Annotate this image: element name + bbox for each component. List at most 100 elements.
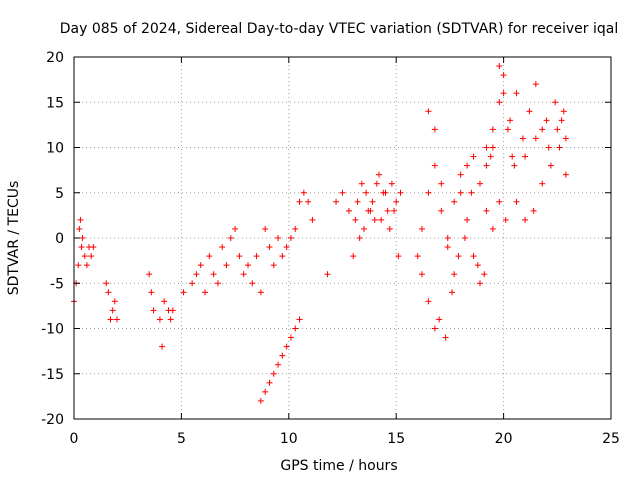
data-point xyxy=(300,189,307,196)
data-point xyxy=(270,370,277,377)
data-point xyxy=(146,271,153,278)
data-point xyxy=(292,325,299,332)
data-point xyxy=(339,189,346,196)
y-tick-label: 10 xyxy=(46,141,64,157)
data-point xyxy=(292,225,299,232)
data-point xyxy=(556,144,563,151)
data-point xyxy=(283,244,290,251)
data-point xyxy=(279,253,286,260)
data-point xyxy=(451,271,458,278)
data-point xyxy=(519,135,526,142)
data-point xyxy=(156,316,163,323)
data-point xyxy=(369,198,376,205)
data-point xyxy=(350,253,357,260)
data-point xyxy=(352,216,359,223)
y-tick-label: 15 xyxy=(46,95,64,111)
data-point xyxy=(109,307,116,314)
data-point xyxy=(431,325,438,332)
data-point xyxy=(554,126,561,133)
data-point xyxy=(507,117,514,124)
data-point xyxy=(496,198,503,205)
data-point xyxy=(560,108,567,115)
data-point xyxy=(461,235,468,241)
data-point xyxy=(365,207,372,214)
data-point xyxy=(345,207,352,214)
data-point xyxy=(502,216,509,223)
data-point xyxy=(103,280,110,287)
data-point xyxy=(240,271,247,278)
data-point xyxy=(257,397,264,404)
data-point xyxy=(500,90,507,97)
data-point xyxy=(539,126,546,133)
data-point xyxy=(547,162,554,169)
data-point xyxy=(78,244,85,251)
data-point xyxy=(438,180,445,187)
data-point xyxy=(470,153,477,160)
data-point xyxy=(287,235,294,241)
data-point xyxy=(388,180,395,187)
tick-layer: 0 5 10 15 20 25 -20 -15 -10 -5 0 5 10 15 20 xyxy=(41,50,620,447)
data-point xyxy=(395,253,402,260)
data-point xyxy=(442,334,449,341)
data-point xyxy=(356,235,363,241)
data-point xyxy=(562,135,569,142)
data-marks xyxy=(71,63,569,404)
data-point xyxy=(449,289,456,296)
data-point xyxy=(167,316,174,323)
data-point xyxy=(457,189,464,196)
data-point xyxy=(236,253,243,260)
data-point xyxy=(373,180,380,187)
data-point xyxy=(206,253,213,260)
data-point xyxy=(257,289,264,296)
data-point xyxy=(354,198,361,205)
data-point xyxy=(539,180,546,187)
data-point xyxy=(464,162,471,169)
data-point xyxy=(418,271,425,278)
data-point xyxy=(324,271,331,278)
data-point xyxy=(275,361,282,368)
data-point xyxy=(249,280,256,287)
data-point xyxy=(500,72,507,79)
data-point xyxy=(193,271,200,278)
data-point xyxy=(244,262,251,269)
data-point xyxy=(509,153,516,160)
data-point xyxy=(159,343,166,350)
data-point xyxy=(444,244,451,251)
data-point xyxy=(558,117,565,124)
data-point xyxy=(391,207,398,214)
data-point xyxy=(386,225,393,232)
data-point xyxy=(470,253,477,260)
data-point xyxy=(333,198,340,205)
data-point xyxy=(496,99,503,106)
y-tick-label: 0 xyxy=(55,231,64,247)
data-point xyxy=(455,253,462,260)
x-tick-label: 25 xyxy=(602,431,620,447)
data-point xyxy=(309,216,316,223)
x-tick-label: 10 xyxy=(280,431,298,447)
data-point xyxy=(266,244,273,251)
data-point xyxy=(481,271,488,278)
data-point xyxy=(253,253,260,260)
data-point xyxy=(468,189,475,196)
data-point xyxy=(77,216,84,223)
data-point xyxy=(384,207,391,214)
data-point xyxy=(376,171,383,178)
data-point xyxy=(197,262,204,269)
data-point xyxy=(360,225,367,232)
data-point xyxy=(83,262,90,269)
y-tick-label: -15 xyxy=(41,367,64,383)
data-point xyxy=(483,144,490,151)
data-point xyxy=(219,244,226,251)
data-point xyxy=(425,189,432,196)
y-tick-label: 5 xyxy=(55,186,64,202)
data-point xyxy=(476,180,483,187)
x-tick-label: 5 xyxy=(177,431,186,447)
chart-title: Day 085 of 2024, Sidereal Day-to-day VTE… xyxy=(60,21,618,37)
data-point xyxy=(88,253,95,260)
data-point xyxy=(543,117,550,124)
data-point xyxy=(451,198,458,205)
data-point xyxy=(202,289,209,296)
data-point xyxy=(552,99,559,106)
data-point xyxy=(532,135,539,142)
